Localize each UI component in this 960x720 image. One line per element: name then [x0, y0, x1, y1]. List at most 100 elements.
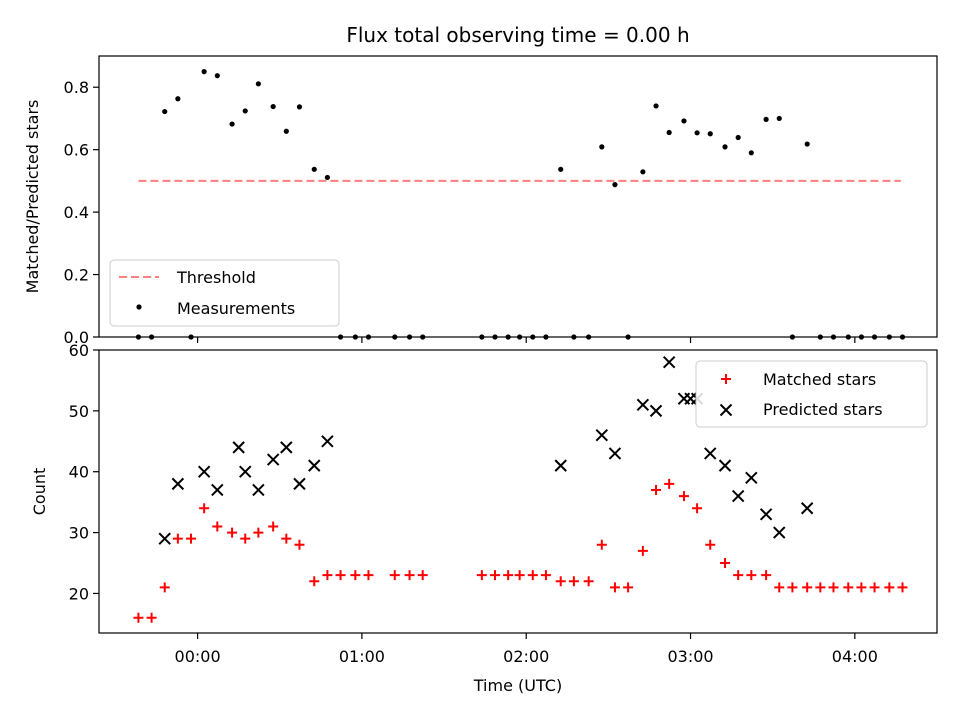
matched-star-point — [503, 570, 514, 581]
predicted-star-point — [266, 453, 280, 466]
bottom-marks — [133, 355, 908, 623]
matched-star-point — [815, 582, 826, 593]
bottom-y-ticks: 20 30 40 50 60 — [69, 341, 99, 603]
top-legend: Threshold Measurements — [109, 259, 340, 327]
top-x-ticks — [196, 337, 856, 343]
measurement-point — [214, 73, 220, 79]
matched-star-point — [596, 539, 607, 550]
matched-star-point — [609, 582, 620, 593]
matched-star-point — [623, 582, 634, 593]
chart-title: Flux total observing time = 0.00 h — [346, 23, 689, 47]
matched-star-point — [869, 582, 880, 593]
measurement-point — [324, 174, 330, 181]
measurement-point — [296, 104, 303, 110]
measurement-point — [804, 141, 810, 147]
matched-star-point — [678, 491, 689, 502]
matched-star-point — [268, 521, 279, 532]
matched-star-point — [651, 484, 662, 495]
matched-star-point — [884, 582, 895, 593]
predicted-star-point — [211, 483, 224, 497]
measurement-point — [311, 166, 317, 172]
matched-star-point — [281, 533, 292, 544]
predicted-star-point — [608, 447, 622, 460]
matched-star-point — [583, 576, 594, 587]
measurement-point — [242, 108, 248, 114]
bottom-y-tick-label: 50 — [69, 402, 89, 421]
predicted-star-point — [636, 398, 650, 411]
measurement-point — [735, 134, 741, 141]
matched-star-point — [828, 582, 839, 593]
measurements-legend-label: Measurements — [177, 299, 295, 318]
matched-star-point — [404, 570, 415, 581]
measurement-point — [681, 118, 687, 124]
matched-star-point — [802, 582, 813, 593]
matched-star-point — [133, 612, 144, 623]
matched-star-point — [389, 570, 400, 581]
measurement-point — [763, 116, 769, 122]
matched-stars-legend-marker — [721, 374, 731, 384]
top-legend-box — [109, 259, 340, 327]
matched-star-point — [227, 527, 238, 538]
predicted-star-point — [171, 477, 185, 491]
measurement-point — [653, 103, 659, 109]
measurement-point — [707, 131, 713, 137]
bottom-y-axis-label: Count — [30, 468, 49, 516]
predicted-stars-legend-label: Predicted stars — [763, 400, 883, 419]
matched-star-point — [240, 533, 251, 544]
bottom-y-tick-label: 60 — [69, 341, 89, 360]
measurement-point — [162, 108, 168, 115]
matched-star-point — [787, 582, 798, 593]
matched-star-point — [417, 570, 428, 581]
top-y-tick-label: 0.4 — [64, 203, 89, 222]
matched-star-point — [527, 570, 538, 581]
matched-star-point — [555, 576, 566, 587]
x-axis-label: Time (UTC) — [473, 676, 562, 695]
matched-star-point — [705, 539, 716, 550]
predicted-star-point — [158, 532, 171, 545]
matched-star-point — [335, 570, 346, 581]
top-y-tick-label: 0.0 — [64, 328, 89, 347]
bottom-x-ticks: 00:00 01:00 02:00 03:00 04:00 — [175, 633, 878, 666]
matched-star-point — [746, 570, 757, 581]
matched-star-point — [476, 570, 487, 581]
matched-star-point — [720, 558, 731, 569]
matched-star-point — [489, 570, 500, 581]
measurement-point — [201, 69, 207, 75]
measurements-legend-marker — [136, 304, 142, 310]
predicted-star-point — [293, 477, 306, 491]
matched-star-point — [568, 576, 579, 587]
measurement-point — [270, 103, 276, 110]
bottom-x-tick-label: 03:00 — [667, 647, 713, 666]
matched-star-point — [540, 570, 551, 581]
threshold-legend-label: Threshold — [176, 268, 256, 287]
measurement-point — [558, 166, 564, 172]
top-y-tick-label: 0.2 — [64, 266, 89, 285]
matched-star-point — [253, 527, 264, 538]
measurement-point — [666, 129, 672, 136]
matched-star-point — [774, 582, 785, 593]
predicted-star-point — [280, 441, 293, 454]
predicted-star-point — [704, 447, 717, 460]
measurement-point — [599, 144, 605, 150]
top-y-axis-label: Matched/Predicted stars — [23, 100, 42, 294]
predicted-star-point — [197, 465, 211, 478]
measurement-point — [722, 144, 728, 150]
matched-star-point — [856, 582, 867, 593]
predicted-star-point — [649, 404, 663, 418]
matched-stars-legend-label: Matched stars — [763, 370, 876, 389]
bottom-x-tick-label: 04:00 — [832, 647, 878, 666]
predicted-stars-legend-marker — [719, 403, 733, 417]
matched-star-point — [294, 539, 305, 550]
matched-star-point — [322, 570, 333, 581]
predicted-star-point — [745, 471, 758, 485]
measurement-point — [283, 128, 289, 134]
matched-star-point — [692, 503, 703, 514]
predicted-star-point — [731, 489, 745, 503]
matched-star-point — [733, 570, 744, 581]
predicted-star-point — [800, 502, 814, 515]
measurement-point — [612, 182, 618, 188]
matched-star-point — [897, 582, 908, 593]
matched-star-point — [212, 521, 223, 532]
